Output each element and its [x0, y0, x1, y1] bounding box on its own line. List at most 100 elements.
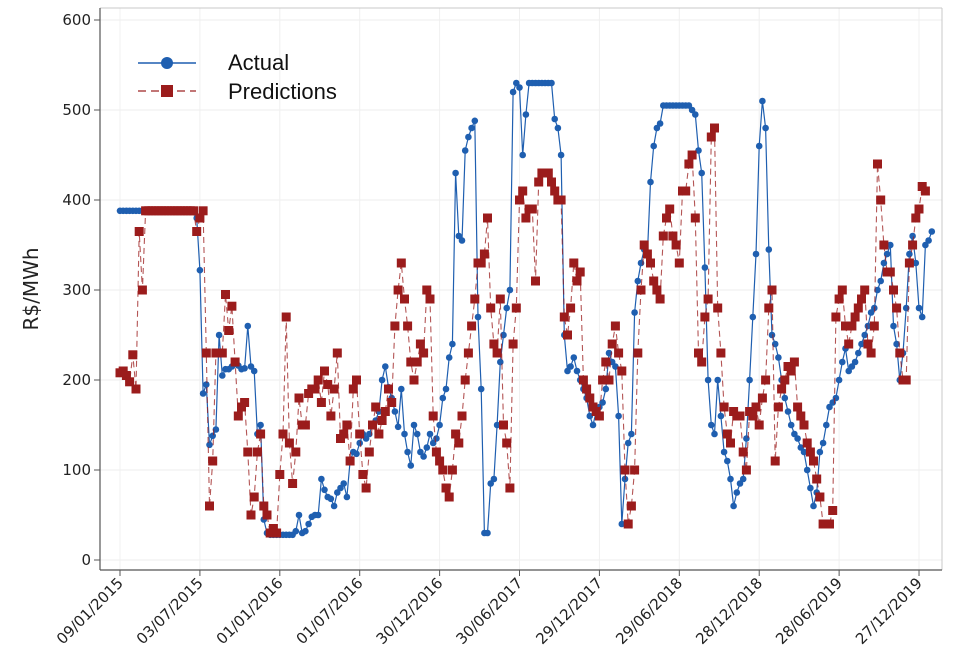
- actual-point: [305, 520, 312, 528]
- prediction-point: [636, 285, 646, 295]
- actual-point: [554, 124, 562, 132]
- y-tick-label: 300: [62, 281, 91, 299]
- prediction-point: [700, 312, 710, 322]
- prediction-point: [920, 186, 930, 196]
- prediction-point: [134, 227, 144, 236]
- x-tick-label: 09/01/2015: [53, 574, 127, 648]
- prediction-point: [252, 447, 262, 457]
- prediction-point: [694, 348, 703, 358]
- actual-point: [880, 259, 888, 267]
- prediction-point: [710, 123, 719, 133]
- x-tick-label: 27/12/2019: [852, 574, 926, 648]
- prediction-point: [342, 420, 352, 430]
- prediction-point: [412, 357, 422, 367]
- actual-point: [497, 358, 504, 366]
- prediction-point: [243, 447, 253, 457]
- actual-point: [413, 430, 421, 438]
- prediction-point: [435, 456, 445, 466]
- prediction-point: [240, 398, 250, 407]
- prediction-point: [572, 276, 582, 286]
- actual-point: [366, 430, 373, 438]
- prediction-point: [278, 429, 288, 439]
- actual-point: [704, 376, 712, 384]
- prediction-point: [259, 501, 269, 511]
- prediction-point: [275, 470, 285, 479]
- prediction-point: [649, 276, 659, 286]
- prediction-point: [329, 384, 339, 394]
- actual-point: [206, 441, 213, 449]
- prediction-point: [873, 159, 882, 169]
- actual-point: [458, 237, 466, 244]
- actual-point: [490, 475, 498, 483]
- actual-point: [314, 511, 322, 519]
- actual-point: [816, 448, 824, 456]
- prediction-point: [630, 465, 640, 475]
- actual-point: [570, 354, 578, 361]
- prediction-point: [914, 204, 924, 214]
- prediction-point: [841, 321, 850, 331]
- actual-point: [468, 124, 475, 132]
- prediction-point: [665, 204, 675, 214]
- prediction-point: [377, 416, 387, 425]
- actual-point: [794, 435, 801, 442]
- prediction-point: [457, 411, 467, 421]
- prediction-point: [348, 384, 358, 394]
- prediction-point: [316, 398, 326, 407]
- actual-point: [832, 394, 840, 402]
- actual-point: [835, 376, 843, 384]
- prediction-point: [515, 195, 524, 205]
- actual-point: [452, 169, 459, 177]
- prediction-point: [332, 348, 342, 358]
- actual-point: [819, 439, 827, 447]
- prediction-point: [646, 258, 655, 268]
- prediction-point: [885, 267, 895, 277]
- actual-point: [423, 444, 431, 451]
- prediction-point: [563, 330, 572, 340]
- actual-point: [925, 237, 932, 244]
- prediction-point: [799, 420, 809, 430]
- prediction-point: [310, 384, 320, 394]
- prediction-point: [371, 402, 381, 412]
- y-tick-label: 500: [62, 101, 91, 119]
- prediction-point: [486, 303, 496, 313]
- prediction-point: [246, 510, 256, 520]
- actual-point: [874, 286, 881, 294]
- prediction-point: [313, 375, 323, 385]
- prediction-point: [125, 377, 135, 387]
- prediction-point: [703, 294, 713, 304]
- prediction-point: [793, 402, 803, 412]
- prediction-point: [764, 303, 774, 313]
- actual-point: [356, 439, 364, 447]
- actual-point: [353, 450, 360, 458]
- prediction-point: [355, 429, 365, 439]
- prediction-point: [754, 420, 764, 430]
- actual-point: [292, 527, 300, 535]
- y-axis-title: R$/MWh: [19, 247, 43, 330]
- actual-point: [410, 421, 418, 429]
- actual-point: [628, 430, 635, 438]
- actual-point: [471, 117, 479, 125]
- series-predictions: [115, 123, 930, 538]
- actual-point: [474, 313, 482, 321]
- prediction-point: [198, 206, 208, 216]
- prediction-point: [447, 465, 457, 475]
- prediction-point: [419, 348, 429, 358]
- actual-point: [209, 432, 216, 440]
- prediction-point: [911, 213, 921, 223]
- prediction-point: [713, 303, 723, 313]
- prediction-point: [230, 357, 240, 367]
- actual-point: [449, 340, 456, 348]
- prediction-point: [221, 290, 230, 299]
- prediction-point: [441, 483, 451, 493]
- prediction-point: [617, 366, 627, 376]
- prediction-point: [384, 384, 393, 394]
- prediction-point: [208, 456, 218, 466]
- actual-point: [800, 448, 808, 456]
- actual-point: [557, 151, 565, 159]
- prediction-point: [604, 375, 614, 385]
- prediction-point: [409, 375, 419, 385]
- prediction-point: [189, 206, 198, 216]
- actual-point: [823, 421, 830, 429]
- prediction-point: [757, 393, 767, 403]
